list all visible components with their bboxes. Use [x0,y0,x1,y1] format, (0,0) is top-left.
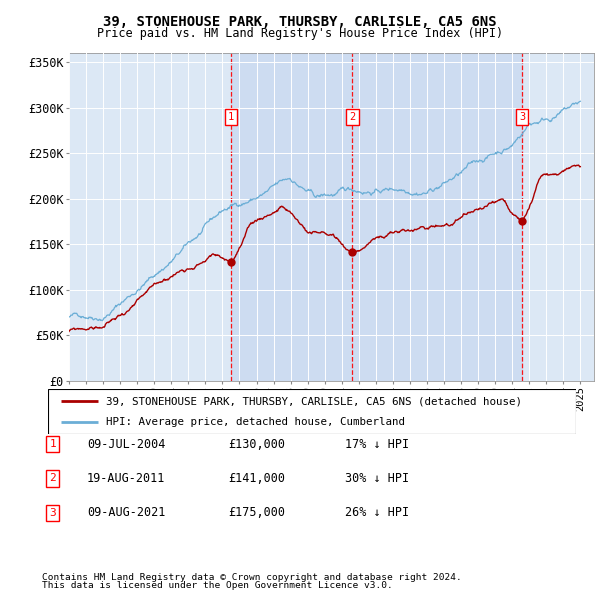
Text: 39, STONEHOUSE PARK, THURSBY, CARLISLE, CA5 6NS (detached house): 39, STONEHOUSE PARK, THURSBY, CARLISLE, … [106,396,522,407]
Text: 39, STONEHOUSE PARK, THURSBY, CARLISLE, CA5 6NS: 39, STONEHOUSE PARK, THURSBY, CARLISLE, … [103,15,497,30]
Text: £141,000: £141,000 [228,472,285,485]
Text: 09-JUL-2004: 09-JUL-2004 [87,438,166,451]
Text: 3: 3 [49,508,56,517]
Text: Price paid vs. HM Land Registry's House Price Index (HPI): Price paid vs. HM Land Registry's House … [97,27,503,40]
Text: 1: 1 [49,440,56,449]
Text: 3: 3 [519,112,526,122]
Text: £130,000: £130,000 [228,438,285,451]
Bar [231,53,523,381]
Text: 09-AUG-2021: 09-AUG-2021 [87,506,166,519]
Text: 1: 1 [228,112,235,122]
Text: 26% ↓ HPI: 26% ↓ HPI [345,506,409,519]
Text: Contains HM Land Registry data © Crown copyright and database right 2024.: Contains HM Land Registry data © Crown c… [42,572,462,582]
Text: 19-AUG-2011: 19-AUG-2011 [87,472,166,485]
Text: This data is licensed under the Open Government Licence v3.0.: This data is licensed under the Open Gov… [42,581,393,590]
Text: HPI: Average price, detached house, Cumberland: HPI: Average price, detached house, Cumb… [106,417,405,427]
Text: 2: 2 [49,474,56,483]
Text: £175,000: £175,000 [228,506,285,519]
Text: 17% ↓ HPI: 17% ↓ HPI [345,438,409,451]
Text: 2: 2 [349,112,356,122]
Text: 30% ↓ HPI: 30% ↓ HPI [345,472,409,485]
